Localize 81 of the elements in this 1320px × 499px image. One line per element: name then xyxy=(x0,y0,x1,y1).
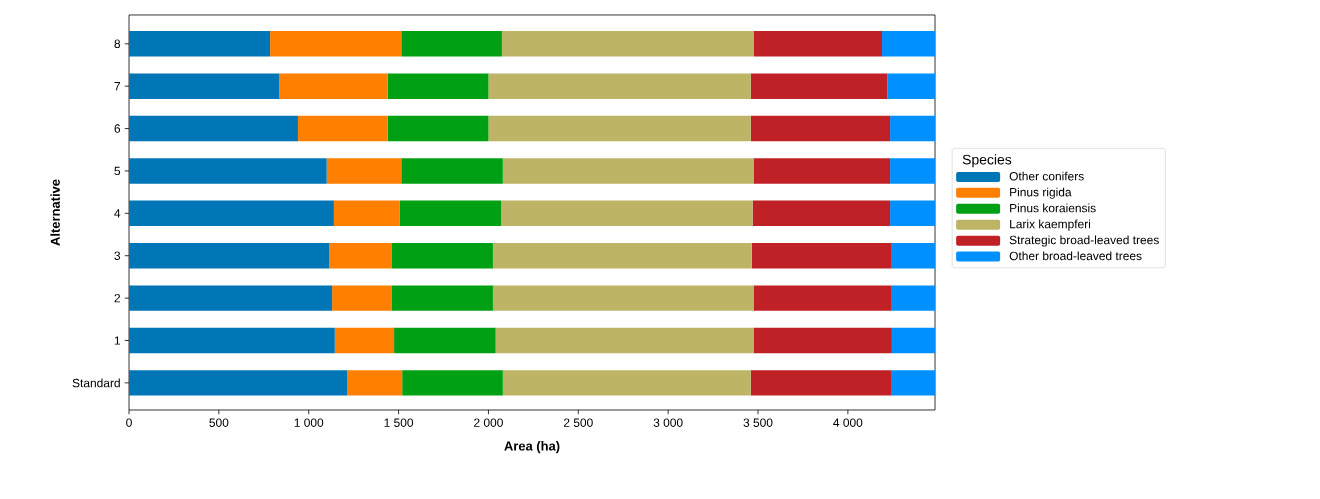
bar xyxy=(334,327,395,354)
y-tick-label: 4 xyxy=(114,209,121,218)
bar xyxy=(391,285,493,311)
x-tick-label: 1 000 xyxy=(294,418,324,427)
bar xyxy=(297,115,388,142)
bar xyxy=(270,31,402,57)
legend-label: Larix kaempferi xyxy=(1010,219,1091,231)
x-tick-label: 2 500 xyxy=(563,418,593,427)
legend-label: Pinus koraiensis xyxy=(1010,203,1096,213)
bar xyxy=(890,243,936,269)
y-tick-label: 3 xyxy=(114,251,121,260)
bar xyxy=(401,158,503,184)
bar xyxy=(129,327,335,354)
y-tick-label: 1 xyxy=(114,336,120,345)
bar xyxy=(753,158,891,184)
x-tick-label: 3 500 xyxy=(743,418,773,427)
bar xyxy=(129,115,298,142)
bar xyxy=(750,73,888,99)
legend-title: Species xyxy=(962,154,1012,168)
bar xyxy=(891,327,936,354)
bar xyxy=(890,370,936,396)
bar xyxy=(129,243,330,269)
bar xyxy=(333,200,400,227)
bar xyxy=(752,200,891,227)
bar xyxy=(329,243,392,269)
x-axis-title: Area (ha) xyxy=(504,441,560,454)
bar xyxy=(488,115,751,142)
x-tick-label: 1 500 xyxy=(384,418,414,427)
bar xyxy=(387,115,489,142)
bar xyxy=(391,243,493,269)
bar xyxy=(129,31,271,57)
bar xyxy=(751,243,891,269)
bar xyxy=(332,285,392,311)
bar xyxy=(347,370,403,396)
bar xyxy=(501,200,753,227)
bar xyxy=(129,285,333,311)
bar xyxy=(501,31,754,57)
y-tick-label: 8 xyxy=(114,39,121,49)
bar xyxy=(753,31,883,57)
bar xyxy=(129,73,280,99)
bar xyxy=(492,243,752,269)
bar xyxy=(488,73,751,99)
bar xyxy=(129,370,348,396)
bar xyxy=(129,200,334,227)
bar xyxy=(750,115,891,142)
bar xyxy=(129,158,327,184)
bar xyxy=(750,370,891,396)
legend-label: Pinus rigida xyxy=(1010,187,1072,199)
bar xyxy=(890,158,936,184)
bar xyxy=(492,285,754,311)
x-tick-label: 4 000 xyxy=(833,418,863,427)
y-tick-label: Standard xyxy=(72,378,120,388)
x-tick-label: 0 xyxy=(126,418,132,427)
bar xyxy=(890,115,936,142)
x-tick-label: 500 xyxy=(209,418,229,427)
y-axis-title: Alternative xyxy=(50,179,60,246)
y-tick-label: 6 xyxy=(114,124,121,133)
bar xyxy=(502,158,754,184)
y-tick-label: 7 xyxy=(114,82,120,91)
bar xyxy=(753,285,891,311)
bar xyxy=(399,200,502,227)
x-tick-label: 2 000 xyxy=(474,418,503,427)
bar xyxy=(753,327,892,354)
bar xyxy=(495,327,754,354)
bar xyxy=(502,370,751,396)
y-tick-label: 2 xyxy=(114,293,120,303)
x-tick-label: 3 000 xyxy=(653,418,683,427)
bar xyxy=(890,200,936,227)
bar xyxy=(401,31,502,57)
legend-label: Other conifers xyxy=(1009,171,1084,181)
bar xyxy=(394,327,496,354)
bar xyxy=(387,73,489,99)
legend-label: Strategic broad-leaved trees xyxy=(1009,235,1159,247)
bar xyxy=(887,73,936,99)
legend-label: Other broad-leaved trees xyxy=(1009,251,1142,261)
bar xyxy=(882,31,936,57)
bar xyxy=(402,370,503,396)
y-tick-label: 5 xyxy=(114,166,121,176)
bar xyxy=(890,285,936,311)
bar xyxy=(326,158,402,184)
bar xyxy=(279,73,388,99)
